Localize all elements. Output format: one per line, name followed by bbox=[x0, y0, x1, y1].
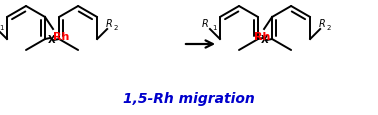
Text: R: R bbox=[319, 19, 326, 29]
Text: R: R bbox=[106, 19, 113, 29]
Text: 1,5-Rh migration: 1,5-Rh migration bbox=[123, 91, 255, 105]
Text: Rh: Rh bbox=[53, 32, 70, 42]
Text: 2: 2 bbox=[113, 25, 118, 31]
Text: 1: 1 bbox=[0, 25, 3, 31]
Text: 1: 1 bbox=[212, 25, 217, 31]
Text: R: R bbox=[202, 19, 209, 29]
Text: Rh: Rh bbox=[254, 32, 270, 42]
Text: X: X bbox=[48, 35, 56, 45]
Text: 2: 2 bbox=[326, 25, 330, 31]
Text: X: X bbox=[261, 35, 269, 45]
